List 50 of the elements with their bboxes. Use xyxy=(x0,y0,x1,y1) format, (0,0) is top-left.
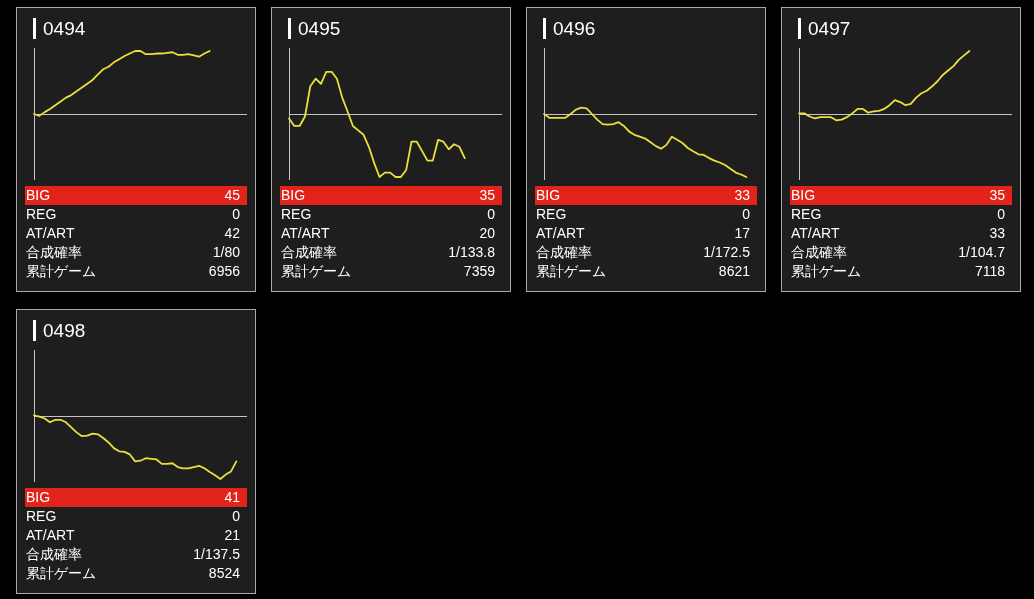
text: AT/ART xyxy=(26,224,75,243)
chart-title: 0498 xyxy=(43,319,86,343)
text: 1/172.5 xyxy=(703,243,750,262)
row-highlight: BIG 35 xyxy=(280,186,502,205)
text: 0 xyxy=(232,507,240,526)
text: AT/ART xyxy=(791,224,840,243)
text: 累計ゲーム xyxy=(26,262,96,281)
text: REG xyxy=(791,205,822,224)
text: 0 xyxy=(232,205,240,224)
text: 6956 xyxy=(208,262,240,281)
row-highlight: BIG 35 xyxy=(790,186,1012,205)
chart-title: 0497 xyxy=(808,17,851,41)
text: 累計ゲーム xyxy=(281,262,351,281)
text: 7359 xyxy=(463,262,495,281)
text: 合成確率 xyxy=(536,243,592,262)
text: 8524 xyxy=(208,564,240,583)
text: 0 xyxy=(997,205,1005,224)
text: 0 xyxy=(487,205,495,224)
text: AT/ART xyxy=(26,526,75,545)
text: REG xyxy=(536,205,567,224)
text: 合成確率 xyxy=(26,545,82,564)
text: 7118 xyxy=(974,262,1005,281)
text: 合成確率 xyxy=(791,243,847,262)
text: 1/104.7 xyxy=(958,243,1005,262)
text: 1/80 xyxy=(212,243,240,262)
text: AT/ART xyxy=(281,224,330,243)
text: 21 xyxy=(224,526,240,545)
text: 累計ゲーム xyxy=(536,262,606,281)
text: 8621 xyxy=(718,262,750,281)
text: REG xyxy=(26,205,57,224)
row-highlight: BIG 41 xyxy=(25,488,247,507)
text: 33 xyxy=(989,224,1005,243)
text: REG xyxy=(281,205,312,224)
text: 20 xyxy=(479,224,495,243)
text: 1/133.8 xyxy=(448,243,495,262)
text: 1/137.5 xyxy=(193,545,240,564)
text: REG xyxy=(26,507,57,526)
text: 累計ゲーム xyxy=(791,262,861,281)
row-highlight: BIG 45 xyxy=(25,186,247,205)
chart-title: 0496 xyxy=(553,17,596,41)
text: 合成確率 xyxy=(281,243,337,262)
text: 合成確率 xyxy=(26,243,82,262)
text: 17 xyxy=(734,224,750,243)
text: 0 xyxy=(742,205,750,224)
row-highlight: BIG 33 xyxy=(535,186,757,205)
text: AT/ART xyxy=(536,224,585,243)
chart-title: 0495 xyxy=(298,17,341,41)
text: 累計ゲーム xyxy=(26,564,96,583)
chart-title: 0494 xyxy=(43,17,86,41)
text: 42 xyxy=(224,224,240,243)
